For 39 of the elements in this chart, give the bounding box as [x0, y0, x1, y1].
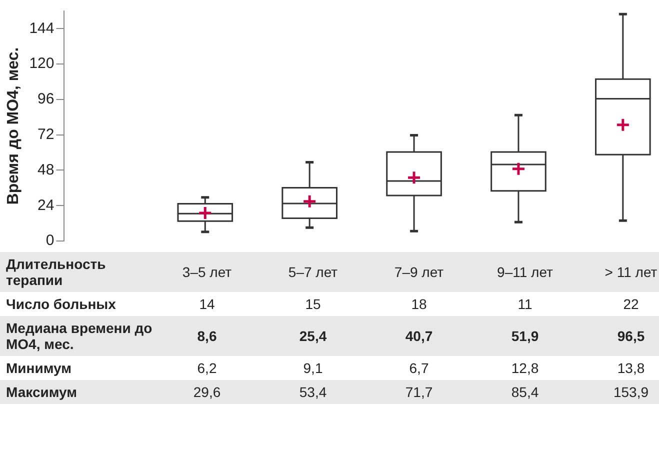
y-tick-label: 144: [29, 20, 54, 37]
text: 14: [198, 295, 216, 314]
y-tick-label: 0: [46, 232, 54, 250]
text: 8,6: [154, 316, 260, 356]
point: [616, 118, 630, 132]
text: Медиана времени до МО4, мес.: [0, 316, 154, 356]
y-tick-label: 24: [38, 196, 54, 214]
text: Максимум: [0, 380, 154, 404]
text: 153,9: [578, 380, 659, 404]
y-tick-label: 120: [29, 55, 54, 72]
text: 18: [410, 295, 428, 314]
text: 6,7: [408, 359, 430, 378]
text: 85,4: [472, 380, 578, 404]
text: 96,5: [578, 316, 659, 356]
x-tick-label: 7–9 лет: [366, 252, 472, 292]
x-tick-label: > 11 лет: [578, 252, 659, 292]
text: 53,4: [260, 380, 366, 404]
text: 6,2: [196, 359, 218, 378]
text: Минимум: [5, 359, 72, 378]
text: Число больных: [5, 295, 117, 314]
text: 9,1: [302, 359, 324, 378]
x-tick-label: 3–5 лет: [154, 252, 260, 292]
text: 13,8: [616, 359, 646, 378]
text: 22: [622, 295, 640, 314]
text: 12,8: [510, 359, 540, 378]
y-tick-label: 72: [38, 126, 54, 143]
y-tick-label: 96: [38, 90, 54, 108]
text: 51,9: [472, 316, 578, 356]
text: 11: [516, 295, 534, 314]
text: 15: [304, 295, 322, 314]
x-tick-label: 5–7 лет: [260, 252, 366, 292]
text: 71,7: [366, 380, 472, 404]
y-tick-label: 48: [38, 161, 54, 178]
text: 29,6: [154, 380, 260, 404]
text: 25,4: [260, 316, 366, 356]
x-axis-title: Длительность терапии: [0, 252, 154, 292]
text: 40,7: [366, 316, 472, 356]
x-tick-label: 9–11 лет: [472, 252, 578, 292]
y-axis-title: Время до МО4, мес.: [5, 47, 22, 205]
